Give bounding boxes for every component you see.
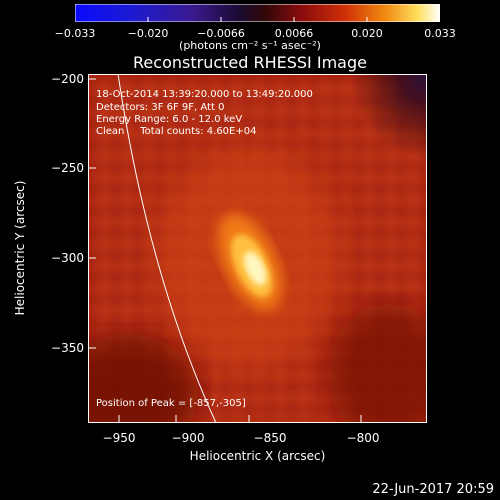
y-axis-label: Heliocentric Y (arcsec)	[13, 180, 27, 316]
x-tick-label: −800	[346, 431, 380, 445]
colorbar-tick: 0.033	[424, 27, 456, 40]
solar-image: 18-Oct-2014 13:39:20.000 to 13:49:20.000…	[88, 74, 427, 423]
detectors-info: Detectors: 3F 6F 9F, Att 0	[96, 102, 225, 113]
y-tick-label: −300	[51, 251, 84, 265]
x-axis-label: Heliocentric X (arcsec)	[189, 449, 326, 463]
colorbar	[75, 4, 440, 22]
y-tick-label: −250	[51, 161, 84, 175]
peak-position: Position of Peak = [-857,-305]	[96, 398, 246, 409]
plot-title: Reconstructed RHESSI Image	[133, 53, 367, 72]
colorbar-tick: −0.0066	[197, 27, 245, 40]
colorbar-tick: 0.0066	[274, 27, 314, 40]
x-tick-label: −900	[171, 431, 205, 445]
observation-time: 18-Oct-2014 13:39:20.000 to 13:49:20.000	[96, 89, 313, 100]
solar-map	[88, 74, 427, 423]
y-tick-label: −350	[51, 341, 84, 355]
x-tick-label: −850	[253, 431, 287, 445]
colorbar-tick: −0.033	[54, 27, 96, 40]
energy-range: Energy Range: 6.0 - 12.0 keV	[96, 114, 243, 125]
clean-total-counts: Clean Total counts: 4.60E+04	[96, 126, 257, 137]
colorbar-units: (photons cm⁻² s⁻¹ asec⁻²)	[179, 39, 321, 52]
axis-ticks	[88, 78, 362, 423]
y-tick-label: −200	[51, 72, 84, 86]
x-tick-label: −950	[102, 431, 136, 445]
colorbar-tick: −0.020	[127, 27, 169, 40]
render-date: 22-Jun-2017 20:59	[372, 482, 494, 497]
colorbar-tick: 0.020	[351, 27, 383, 40]
